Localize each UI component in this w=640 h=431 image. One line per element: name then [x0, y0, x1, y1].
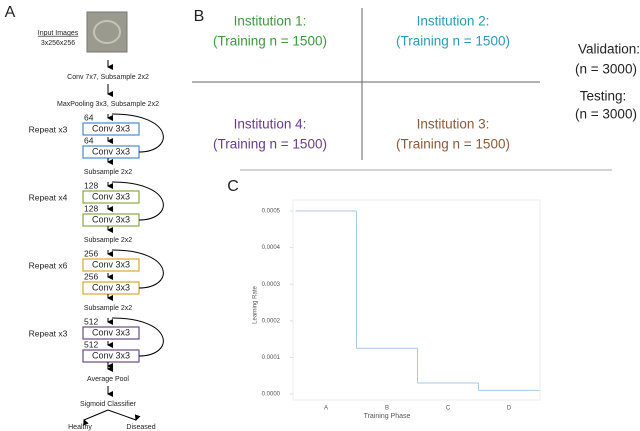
panel-label: A: [5, 4, 16, 21]
conv-box: [82, 326, 140, 340]
y-tick-label: 0.0005: [262, 209, 281, 215]
institution-name: Institution 1:: [234, 14, 307, 29]
plot-area: [292, 199, 541, 401]
input-size: 3x256x256: [41, 40, 75, 47]
institution-training: (Training n = 1500): [396, 137, 510, 152]
subsample-label: Subsample 2x2: [84, 237, 132, 244]
conv-box: [82, 122, 140, 136]
input-label: Input Images: [38, 30, 79, 37]
validation-label: Validation:: [578, 42, 640, 57]
x-axis-label: Training Phase: [364, 413, 411, 420]
x-tick-label: B: [385, 406, 389, 412]
y-tick-label: 0.0003: [262, 282, 281, 288]
arrow: [107, 409, 141, 421]
conv-label: Conv 3x3: [92, 350, 130, 360]
panel-label: B: [194, 8, 205, 25]
panel-label: C: [227, 178, 239, 195]
repeat-label: Repeat x6: [29, 260, 68, 270]
output-label: Healthy: [68, 424, 92, 431]
y-axis-label: Learning Rate: [253, 285, 259, 323]
channel-label: 512: [84, 316, 98, 326]
conv-label: Conv 3x3: [92, 327, 130, 337]
conv-label: Conv 3x3: [92, 214, 130, 224]
subsample-label: Subsample 2x2: [84, 169, 132, 176]
conv-label: Conv 3x3: [92, 191, 130, 201]
repeat-loop: [111, 249, 164, 289]
conv-label: Conv 3x3: [92, 146, 130, 156]
institution-name: Institution 4:: [234, 117, 307, 132]
y-tick-label: 0.0000: [262, 392, 281, 398]
channel-label: 256: [84, 271, 98, 281]
channel-label: 512: [84, 339, 98, 349]
input-image-detail: [93, 20, 121, 44]
repeat-loop: [111, 113, 164, 153]
channel-label: 64: [84, 112, 94, 122]
channel-label: 128: [84, 203, 98, 213]
classifier-label: Sigmoid Classifier: [80, 401, 137, 408]
institution-name: Institution 3:: [417, 117, 490, 132]
output-label: Diseased: [126, 424, 155, 431]
channel-label: 256: [84, 248, 98, 258]
institution-training: (Training n = 1500): [396, 34, 510, 49]
testing-n: (n = 3000): [575, 107, 637, 122]
y-tick-label: 0.0004: [262, 245, 281, 251]
conv-label: Conv 3x3: [92, 123, 130, 133]
y-tick-label: 0.0001: [262, 355, 281, 361]
step-label: MaxPooling 3x3, Subsample 2x2: [57, 101, 159, 108]
x-tick-label: C: [446, 406, 451, 412]
arrow: [83, 409, 109, 426]
repeat-label: Repeat x4: [29, 192, 68, 202]
x-tick-label: D: [507, 406, 512, 412]
repeat-loop: [111, 317, 164, 357]
step-label: Conv 7x7, Subsample 2x2: [67, 74, 149, 81]
validation-n: (n = 3000): [575, 62, 637, 77]
testing-label: Testing:: [580, 89, 627, 104]
channel-label: 64: [84, 135, 94, 145]
y-tick-label: 0.0002: [262, 318, 281, 324]
conv-label: Conv 3x3: [92, 259, 130, 269]
pool-label: Average Pool: [87, 376, 129, 383]
institution-training: (Training n = 1500): [213, 34, 327, 49]
conv-label: Conv 3x3: [92, 282, 130, 292]
repeat-label: Repeat x3: [29, 328, 68, 338]
conv-box: [82, 258, 140, 272]
institution-training: (Training n = 1500): [213, 137, 327, 152]
conv-box: [82, 190, 140, 204]
x-tick-label: A: [324, 406, 328, 412]
repeat-label: Repeat x3: [29, 124, 68, 134]
subsample-label: Subsample 2x2: [84, 305, 132, 312]
institution-name: Institution 2:: [417, 14, 490, 29]
repeat-loop: [111, 181, 164, 221]
channel-label: 128: [84, 180, 98, 190]
